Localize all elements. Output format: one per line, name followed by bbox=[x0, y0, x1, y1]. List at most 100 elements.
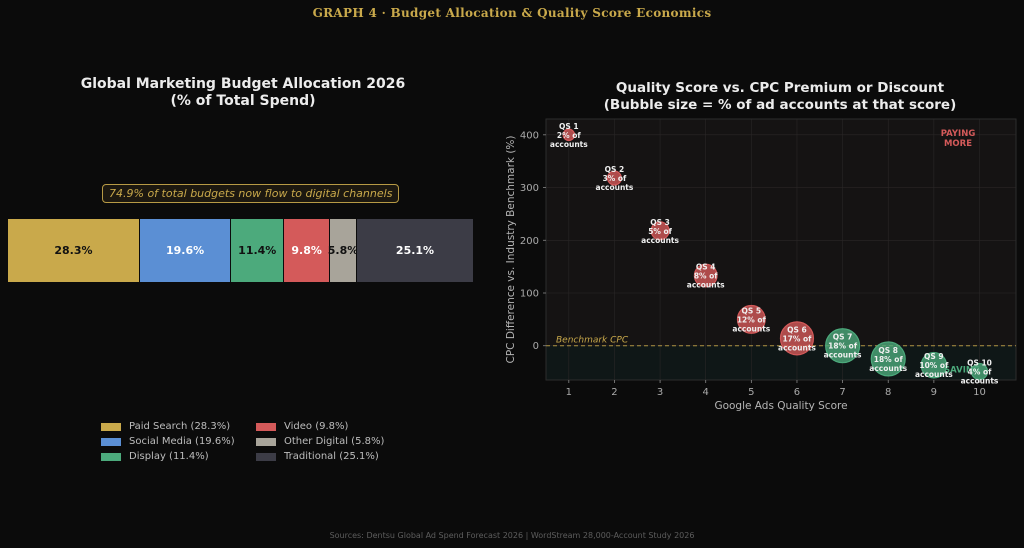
x-tick-label: 5 bbox=[748, 387, 754, 398]
bubble-label-qs-7: QS 7 bbox=[833, 333, 853, 342]
paying-more-zone-label: MORE bbox=[944, 139, 972, 149]
benchmark-label: Benchmark CPC bbox=[556, 336, 629, 346]
bubble-label-qs-2: 3% of bbox=[603, 174, 627, 183]
x-tick-label: 8 bbox=[885, 387, 891, 398]
bubble-label-qs-5: 12% of bbox=[737, 315, 767, 324]
bubble-label-qs-2: QS 2 bbox=[605, 165, 625, 174]
x-tick-label: 10 bbox=[973, 387, 986, 398]
legend-label: Other Digital (5.8%) bbox=[284, 436, 385, 447]
legend-label: Paid Search (28.3%) bbox=[129, 421, 231, 432]
bar-segment-other-digital: 5.8% bbox=[328, 219, 358, 282]
legend-item-display: Display (11.4%) bbox=[101, 450, 256, 463]
bubble-label-qs-10: QS 10 bbox=[967, 359, 992, 368]
x-tick-label: 9 bbox=[931, 387, 937, 398]
y-tick-label: 200 bbox=[520, 236, 539, 247]
legend-label: Display (11.4%) bbox=[129, 451, 209, 462]
bar-segment-label: 25.1% bbox=[395, 244, 435, 257]
legend-swatch bbox=[256, 422, 276, 431]
legend-swatch bbox=[101, 452, 121, 461]
bubble-qs-4 bbox=[693, 263, 718, 288]
bubble-label-qs-7: 18% of bbox=[828, 342, 858, 351]
budget-chart-subtitle: (% of Total Spend) bbox=[170, 93, 316, 109]
bar-segment-traditional: 25.1% bbox=[357, 219, 474, 282]
bubble-qs-7 bbox=[825, 328, 861, 364]
plot-frame bbox=[545, 118, 1017, 381]
bubble-label-qs-1: 2% of bbox=[557, 131, 581, 140]
bubble-label-qs-9: QS 9 bbox=[924, 352, 944, 361]
legend-item-paid-search: Paid Search (28.3%) bbox=[101, 420, 256, 433]
bubble-label-qs-3: QS 3 bbox=[650, 218, 670, 227]
bubble-label-qs-3: 5% of bbox=[648, 227, 672, 236]
quality-score-chart-title: Quality Score vs. CPC Premium or Discoun… bbox=[530, 80, 1024, 114]
legend-item-other-digital: Other Digital (5.8%) bbox=[256, 435, 396, 448]
x-tick-label: 3 bbox=[657, 387, 663, 398]
legend-swatch bbox=[256, 452, 276, 461]
bubble-label-qs-9: 10% of bbox=[919, 361, 949, 370]
quality-score-chart-subtitle: (Bubble size = % of ad accounts at that … bbox=[603, 97, 957, 113]
x-axis-label: Google Ads Quality Score bbox=[714, 400, 847, 412]
legend-label: Social Media (19.6%) bbox=[129, 436, 235, 447]
bubble-qs-2 bbox=[606, 170, 622, 186]
y-tick-label: 400 bbox=[520, 130, 539, 141]
bubble-label-qs-8: QS 8 bbox=[878, 346, 898, 355]
bubble-label-qs-4: accounts bbox=[687, 281, 725, 290]
graph-super-title: GRAPH 4 · Budget Allocation & Quality Sc… bbox=[312, 6, 712, 20]
bubble-qs-9 bbox=[920, 351, 948, 379]
bubble-label-qs-4: 8% of bbox=[694, 272, 718, 281]
y-tick-label: 100 bbox=[520, 289, 539, 300]
digital-share-callout: 74.9% of total budgets now flow to digit… bbox=[102, 184, 400, 203]
bubble-label-qs-1: QS 1 bbox=[559, 122, 579, 131]
bar-segment-label: 9.8% bbox=[291, 244, 322, 257]
bubble-label-qs-1: accounts bbox=[550, 140, 588, 149]
quality-score-chart-title-line: Quality Score vs. CPC Premium or Discoun… bbox=[615, 80, 945, 96]
bubble-qs-10 bbox=[970, 362, 989, 381]
bubble-label-qs-6: 17% of bbox=[782, 334, 812, 343]
legend-label: Video (9.8%) bbox=[284, 421, 349, 432]
bubble-label-qs-10: accounts bbox=[961, 377, 999, 386]
y-tick-label: 0 bbox=[533, 341, 539, 352]
budget-chart-title-line: Global Marketing Budget Allocation 2026 bbox=[80, 76, 406, 92]
bar-segment-social-media: 19.6% bbox=[139, 219, 232, 282]
bar-segment-label: 11.4% bbox=[238, 244, 277, 257]
bubble-label-qs-6: accounts bbox=[778, 343, 816, 352]
budget-chart-title: Global Marketing Budget Allocation 2026 … bbox=[40, 76, 446, 110]
legend-swatch bbox=[256, 437, 276, 446]
x-tick-label: 1 bbox=[566, 387, 572, 398]
bar-segment-paid-search: 28.3% bbox=[8, 219, 140, 282]
bubble-label-qs-4: QS 4 bbox=[696, 263, 716, 272]
bar-segment-display: 11.4% bbox=[231, 219, 285, 282]
bar-segment-label: 19.6% bbox=[165, 244, 205, 257]
bubble-label-qs-8: accounts bbox=[869, 364, 907, 373]
legend-item-social-media: Social Media (19.6%) bbox=[101, 435, 256, 448]
saving-zone-label: SAVING bbox=[944, 365, 980, 375]
legend-item-traditional: Traditional (25.1%) bbox=[256, 450, 396, 463]
legend-swatch bbox=[101, 422, 121, 431]
bubble-qs-8 bbox=[870, 341, 906, 377]
bubble-label-qs-6: QS 6 bbox=[787, 325, 807, 334]
legend-swatch bbox=[101, 437, 121, 446]
bar-segment-video: 9.8% bbox=[284, 219, 330, 282]
bar-segment-label: 28.3% bbox=[54, 244, 93, 257]
x-tick-label: 4 bbox=[703, 387, 709, 398]
bubble-label-qs-7: accounts bbox=[824, 351, 862, 360]
bubble-label-qs-5: QS 5 bbox=[742, 306, 762, 315]
bubble-label-qs-9: accounts bbox=[915, 370, 953, 379]
sources-footnote: Sources: Dentsu Global Ad Spend Forecast… bbox=[329, 531, 695, 540]
legend-item-video: Video (9.8%) bbox=[256, 420, 396, 433]
bubble-label-qs-3: accounts bbox=[641, 236, 679, 245]
bubble-qs-5 bbox=[736, 304, 766, 334]
bubble-qs-1 bbox=[562, 128, 576, 142]
legend-label: Traditional (25.1%) bbox=[284, 451, 379, 462]
y-axis-label: CPC Difference vs. Industry Benchmark (%… bbox=[505, 135, 517, 363]
x-tick-label: 6 bbox=[794, 387, 800, 398]
bubble-qs-6 bbox=[779, 321, 815, 356]
bubble-qs-3 bbox=[650, 221, 670, 241]
x-tick-label: 7 bbox=[839, 387, 845, 398]
y-tick-label: 300 bbox=[520, 183, 539, 194]
budget-stacked-bar: 28.3% 19.6% 11.4% 9.8% 5.8% 25.1% bbox=[8, 219, 474, 282]
bubble-label-qs-8: 18% of bbox=[874, 355, 904, 364]
x-tick-label: 2 bbox=[611, 387, 617, 398]
budget-legend: Paid Search (28.3%) Video (9.8%) Social Me… bbox=[101, 420, 396, 463]
bubble-label-qs-5: accounts bbox=[732, 324, 770, 333]
